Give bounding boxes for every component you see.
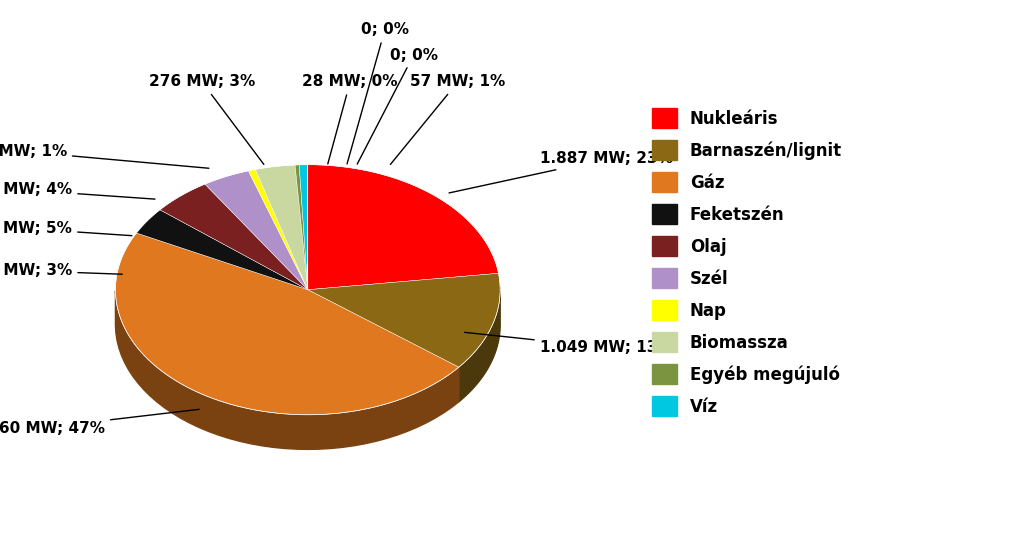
Text: 410 MW; 5%: 410 MW; 5%: [0, 221, 132, 236]
Polygon shape: [160, 184, 308, 290]
Legend: Nukleáris, Barnaszén/lignit, Gáz, Feketszén, Olaj, Szél, Nap, Biomassza, Egyéb m: Nukleáris, Barnaszén/lignit, Gáz, Fekets…: [643, 100, 850, 424]
Text: 1.049 MW; 13%: 1.049 MW; 13%: [465, 332, 673, 355]
Text: 0; 0%: 0; 0%: [347, 23, 409, 164]
Polygon shape: [116, 233, 459, 415]
Text: 292 MW; 3%: 292 MW; 3%: [0, 263, 122, 278]
Polygon shape: [459, 288, 500, 402]
Polygon shape: [116, 291, 459, 449]
Text: 49 MW; 1%: 49 MW; 1%: [0, 144, 209, 168]
Polygon shape: [255, 165, 308, 290]
Text: 28 MW; 0%: 28 MW; 0%: [302, 75, 398, 164]
Polygon shape: [205, 171, 308, 290]
Text: 276 MW; 3%: 276 MW; 3%: [148, 75, 264, 164]
Polygon shape: [249, 169, 308, 290]
Polygon shape: [136, 210, 308, 290]
Text: 3.860 MW; 47%: 3.860 MW; 47%: [0, 410, 200, 436]
Text: 1.887 MW; 23%: 1.887 MW; 23%: [450, 151, 673, 193]
Text: 328 MW; 4%: 328 MW; 4%: [0, 182, 155, 199]
Polygon shape: [308, 273, 500, 367]
Polygon shape: [308, 164, 499, 290]
Text: 0; 0%: 0; 0%: [357, 47, 437, 164]
Polygon shape: [295, 165, 308, 290]
Text: 57 MW; 1%: 57 MW; 1%: [390, 75, 506, 164]
Polygon shape: [299, 164, 308, 290]
